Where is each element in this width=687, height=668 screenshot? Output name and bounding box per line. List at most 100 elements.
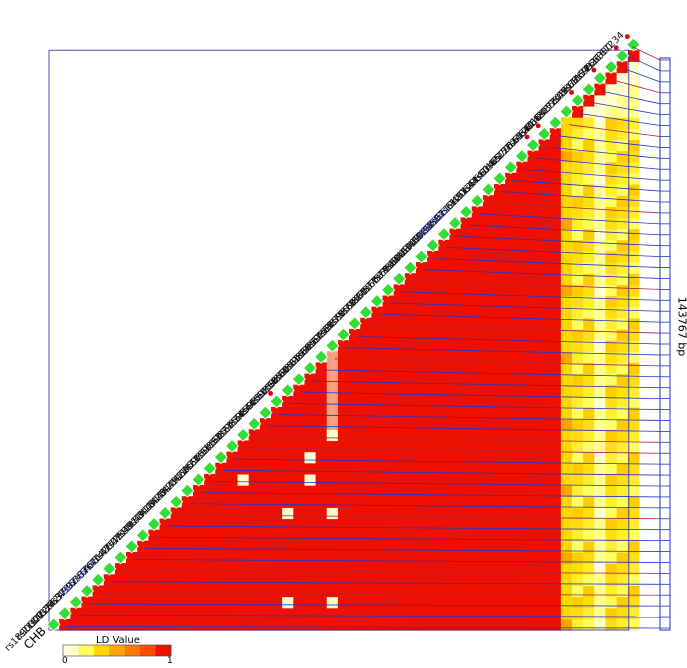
ld-cell: [605, 451, 618, 464]
ld-cell: [616, 239, 629, 252]
ld-cell: [170, 540, 183, 553]
ld-cell: [527, 618, 540, 631]
ld-cell: [304, 574, 317, 586]
ld-cell: [538, 496, 551, 508]
position-connector: [89, 603, 661, 607]
ld-cell: [527, 485, 540, 497]
ld-cell: [471, 373, 484, 386]
ld-cell: [471, 384, 484, 397]
snp-diagonal-marker: [414, 249, 429, 264]
ld-cell: [282, 540, 294, 553]
ld-cell: [449, 618, 462, 631]
ld-cell: [293, 384, 306, 397]
snp-diagonal-marker: [503, 160, 518, 175]
ld-cell: [449, 529, 462, 542]
ld-cell: [326, 351, 339, 363]
ld-cell: [192, 596, 205, 609]
ld-cell: [538, 373, 551, 386]
ld-cell: [605, 395, 618, 408]
ld-cell: [427, 540, 439, 553]
ld-cell: [404, 540, 417, 553]
ld-cell: [594, 195, 607, 207]
ld-cell: [549, 440, 562, 453]
ld-cell: [427, 384, 439, 397]
ld-cell: [304, 618, 317, 631]
ld-cell: [315, 563, 328, 575]
snp-diagonal-marker: [548, 115, 563, 130]
ld-cell: [627, 262, 640, 274]
ld-cell: [404, 596, 417, 609]
ld-cell: [126, 551, 138, 564]
ld-cell: [482, 395, 495, 408]
ld-cell: [616, 407, 629, 419]
ld-cell: [494, 395, 506, 408]
ld-cell: [460, 585, 473, 598]
ld-cell: [371, 618, 384, 631]
ld-cell: [549, 128, 562, 140]
ld-cell: [594, 607, 607, 620]
ld-cell: [538, 540, 551, 553]
ld-cell: [282, 418, 294, 430]
ld-cell: [605, 83, 618, 96]
ld-cell: [282, 596, 294, 609]
ld-cell: [192, 540, 205, 553]
ld-cell: [505, 496, 517, 508]
ld-cell: [560, 551, 573, 564]
legend-swatch: [155, 645, 172, 656]
ld-cell: [271, 574, 283, 586]
ld-cell: [360, 473, 372, 486]
ld-cell: [482, 284, 495, 297]
ld-cell: [181, 585, 194, 598]
ld-cell: [594, 618, 607, 631]
ld-cell: [259, 618, 272, 631]
ld-cell: [248, 618, 261, 631]
ld-cell: [605, 529, 618, 542]
ld-cell: [616, 540, 629, 553]
ld-cell: [204, 596, 216, 609]
ld-cell: [393, 607, 406, 620]
ld-cell: [360, 351, 372, 363]
snp-diagonal-marker: [492, 171, 507, 186]
ld-cell: [393, 418, 406, 430]
snp-diagonal-marker: [436, 227, 451, 242]
ld-cell: [192, 518, 205, 531]
ld-cell: [594, 574, 607, 586]
ld-cell: [237, 607, 250, 620]
ld-cell: [616, 83, 629, 96]
ld-cell: [627, 507, 640, 520]
ld-cell: [505, 540, 517, 553]
ld-cell: [516, 462, 529, 475]
ld-cell: [572, 451, 584, 464]
ld-cell: [215, 618, 227, 631]
ld-cell: [371, 395, 384, 408]
ld-cell: [627, 395, 640, 408]
ld-cell: [572, 574, 584, 586]
ld-cell: [572, 195, 584, 207]
ld-cell: [605, 418, 618, 430]
snp-diagonal-marker: [325, 338, 340, 353]
ld-cell: [549, 384, 562, 397]
ld-cell: [438, 451, 450, 464]
ld-cell: [527, 150, 540, 163]
ld-cell: [371, 373, 384, 386]
ld-cell: [393, 429, 406, 442]
ld-cell: [360, 373, 372, 386]
ld-cell: [415, 440, 428, 453]
ld-cell: [282, 618, 294, 631]
ld-cell: [594, 340, 607, 352]
snp-diagonal-marker: [236, 427, 251, 442]
ld-cell: [460, 607, 473, 620]
ld-cell: [192, 574, 205, 586]
ld-cell: [248, 607, 261, 620]
ld-cell: [549, 150, 562, 163]
snp-diagonal-marker: [191, 472, 206, 487]
ld-cell: [415, 384, 428, 397]
ld-cell: [516, 585, 529, 598]
ld-cell: [538, 262, 551, 274]
ld-cell: [516, 206, 529, 219]
ld-cell: [226, 451, 239, 464]
snp-diagonal-marker: [447, 215, 463, 231]
ld-cell: [304, 485, 317, 497]
ld-cell: [427, 440, 439, 453]
ld-cell: [148, 529, 161, 542]
